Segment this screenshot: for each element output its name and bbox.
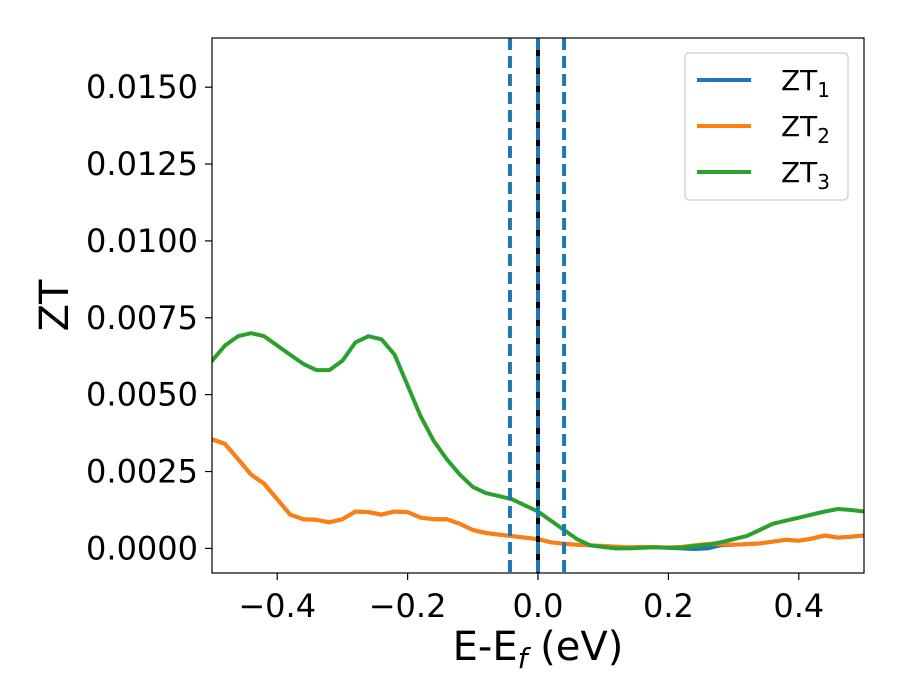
y-tick-label: 0.0100 bbox=[86, 222, 198, 260]
x-axis-label-unit: (eV) bbox=[527, 624, 623, 670]
x-axis-ticks: −0.4 −0.2 0.0 0.2 0.4 bbox=[238, 573, 824, 625]
y-tick-label: 0.0000 bbox=[86, 529, 198, 567]
x-axis-label-main: E-E bbox=[453, 624, 518, 670]
x-tick-label: 0.4 bbox=[773, 587, 824, 625]
y-tick-label: 0.0150 bbox=[86, 68, 198, 106]
vline-layer bbox=[507, 38, 567, 573]
x-tick-label: −0.2 bbox=[369, 587, 447, 625]
y-axis-label: ZT bbox=[32, 279, 78, 331]
x-tick-label: −0.4 bbox=[238, 587, 316, 625]
legend-label: ZT1 bbox=[781, 64, 830, 102]
legend-label: ZT2 bbox=[781, 110, 830, 148]
y-tick-label: 0.0025 bbox=[86, 453, 198, 491]
y-tick-label: 0.0050 bbox=[86, 376, 198, 414]
x-tick-label: 0.2 bbox=[643, 587, 694, 625]
legend-box bbox=[684, 52, 849, 201]
legend: ZT1 ZT2 ZT3 bbox=[684, 52, 849, 201]
x-tick-label: 0.0 bbox=[513, 587, 564, 625]
x-axis-label: E-Ef (eV) bbox=[453, 624, 624, 675]
y-tick-label: 0.0075 bbox=[86, 299, 198, 337]
y-axis-ticks: 0.0000 0.0025 0.0050 0.0075 0.0100 0.0125 0.01… bbox=[86, 68, 212, 567]
y-tick-label: 0.0125 bbox=[86, 145, 198, 183]
legend-label: ZT3 bbox=[781, 156, 830, 194]
